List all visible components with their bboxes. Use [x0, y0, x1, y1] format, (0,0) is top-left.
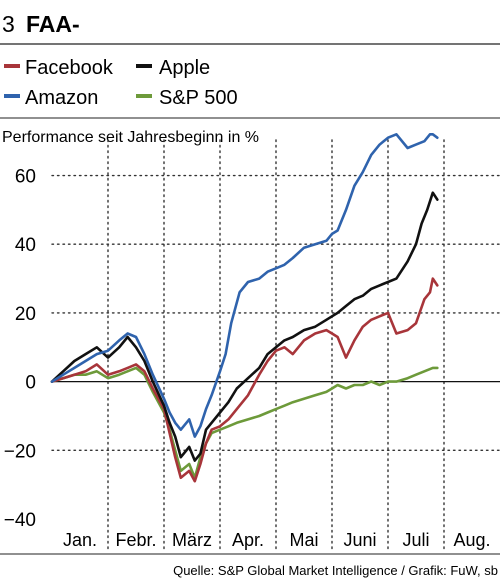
series — [50, 133, 439, 483]
series-line-sp500 — [50, 366, 439, 480]
legend-label-apple: Apple — [159, 57, 210, 79]
legend: Facebook Apple Amazon S&P 500 — [4, 57, 238, 109]
y-tick-label: 60 — [15, 167, 36, 188]
source-note: Quelle: S&P Global Market Intelligence /… — [173, 563, 498, 578]
series-line-amazon — [50, 133, 439, 438]
legend-label-sp500: S&P 500 — [159, 87, 238, 109]
x-tick-label: Jan. — [63, 530, 97, 550]
y-tick-label: 40 — [15, 235, 36, 256]
x-axis-ticks: Jan. Febr. März Apr. Mai Juni Juli Aug. — [63, 530, 491, 550]
chart-subtitle: Performance seit Jahresbeginn in % — [2, 129, 259, 146]
x-tick-label: Febr. — [115, 530, 156, 550]
grid — [51, 139, 500, 553]
x-tick-label: Apr. — [232, 530, 264, 550]
y-tick-label: −20 — [4, 441, 36, 462]
series-line-apple — [50, 191, 439, 462]
y-axis-ticks: −40 −20 0 20 40 60 — [4, 167, 36, 531]
y-tick-label: 0 — [25, 373, 36, 394]
chart-title: FAA- — [26, 11, 80, 37]
series-line-facebook — [50, 277, 439, 483]
x-tick-label: März — [172, 530, 212, 550]
x-tick-label: Juli — [402, 530, 429, 550]
x-tick-label: Aug. — [453, 530, 490, 550]
figure-number: 3 — [2, 11, 15, 37]
x-tick-label: Juni — [343, 530, 376, 550]
legend-label-facebook: Facebook — [25, 57, 114, 79]
y-tick-label: 20 — [15, 304, 36, 325]
x-tick-label: Mai — [289, 530, 318, 550]
y-tick-label: −40 — [4, 510, 36, 531]
legend-label-amazon: Amazon — [25, 87, 98, 109]
